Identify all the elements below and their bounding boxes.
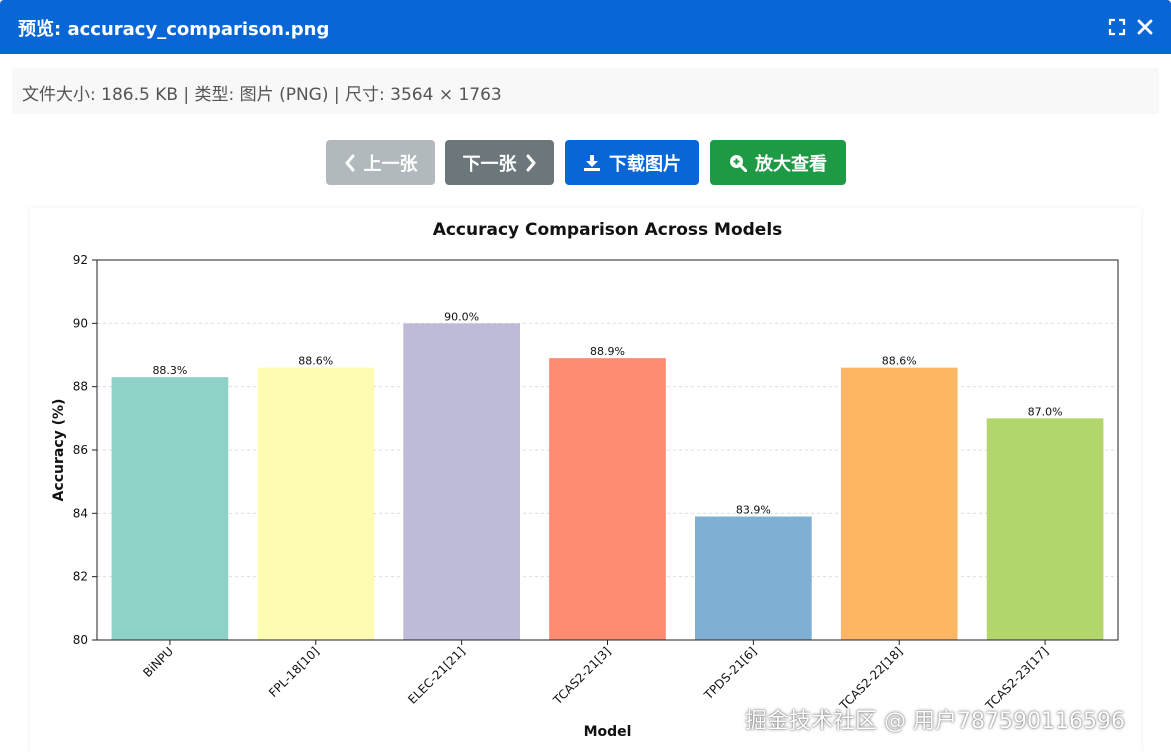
bar (111, 377, 229, 640)
next-button[interactable]: 下一张 (445, 140, 554, 185)
y-tick-label: 88 (73, 380, 88, 394)
download-icon (584, 154, 600, 171)
bar (257, 367, 375, 640)
data-label: 83.9% (736, 504, 771, 517)
accuracy-bar-chart: 88.3% 88.6% 90.0% 88.9% 83.9% 88.6% 87.0% 80 82 8… (51, 220, 1119, 740)
x-tick-label: TPDS-21[6] (701, 644, 760, 703)
data-label: 88.6% (298, 355, 333, 368)
bar (986, 418, 1104, 640)
y-tick-label: 80 (73, 633, 88, 647)
download-button[interactable]: 下载图片 (565, 140, 699, 185)
data-label: 87.0% (1028, 405, 1063, 418)
y-tick-label: 92 (73, 253, 88, 267)
x-axis-label: Model (584, 724, 632, 740)
chevron-right-icon (526, 154, 535, 171)
y-tick-label: 84 (73, 506, 88, 520)
close-icon[interactable] (1135, 17, 1155, 37)
data-label: 90.0% (444, 310, 479, 323)
window-header: 预览: accuracy_comparison.png (0, 0, 1171, 54)
chart-title: Accuracy Comparison Across Models (433, 220, 783, 240)
chevron-left-icon (345, 154, 354, 171)
y-axis-label: Accuracy (%) (51, 399, 67, 502)
x-tick-label: ELEC-21[21] (405, 644, 468, 707)
watermark: 掘金技术社区 @ 用户787590116596 (745, 709, 1125, 734)
file-info-bar: 文件大小: 186.5 KB | 类型: 图片 (PNG) | 尺寸: 3564… (12, 68, 1159, 114)
previous-button-label: 上一张 (363, 153, 418, 175)
image-preview: 88.3% 88.6% 90.0% 88.9% 83.9% 88.6% 87.0% 80 82 8… (30, 208, 1141, 752)
file-info-text: 文件大小: 186.5 KB | 类型: 图片 (PNG) | 尺寸: 3564… (22, 85, 502, 105)
data-label: 88.6% (882, 355, 917, 368)
y-tick-label: 86 (73, 443, 88, 457)
data-label: 88.3% (152, 364, 187, 377)
bar (403, 323, 520, 640)
zoom-in-icon (730, 154, 747, 172)
previous-button[interactable]: 上一张 (326, 140, 435, 185)
y-tick-label: 90 (73, 316, 88, 330)
zoom-button[interactable]: 放大查看 (710, 140, 846, 185)
y-tick-label: 82 (73, 570, 88, 584)
bar (549, 358, 666, 640)
bar (695, 516, 812, 640)
maximize-icon[interactable] (1107, 17, 1127, 37)
data-label: 88.9% (590, 345, 625, 358)
x-tick-label: BiNPU (140, 644, 176, 680)
download-button-label: 下载图片 (609, 153, 681, 175)
next-button-label: 下一张 (462, 153, 517, 175)
bar (840, 367, 958, 640)
window-title: 预览: accuracy_comparison.png (18, 19, 330, 40)
x-tick-label: FPL-18[10] (266, 644, 322, 700)
x-tick-label: TCAS2-21[3] (550, 644, 614, 708)
zoom-button-label: 放大查看 (755, 153, 827, 175)
